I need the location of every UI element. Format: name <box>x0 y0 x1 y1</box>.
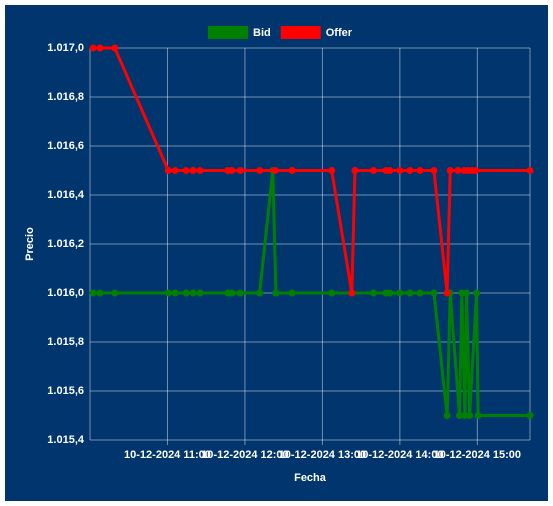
point <box>473 289 481 297</box>
point <box>256 167 264 174</box>
point <box>171 167 179 174</box>
point <box>189 167 197 174</box>
point <box>96 44 104 52</box>
point <box>89 289 97 297</box>
point <box>196 167 204 174</box>
y-tick-label: 1.016,0 <box>47 287 84 299</box>
x-tick-label: 10-12-2024 14:00 <box>356 449 443 461</box>
y-tick-label: 1.015,6 <box>47 385 84 397</box>
x-tick-label: 10-12-2024 13:00 <box>279 449 366 461</box>
point <box>386 289 394 297</box>
y-tick-label: 1.016,8 <box>47 91 84 103</box>
point <box>164 289 172 297</box>
point <box>462 289 470 297</box>
point <box>396 289 404 297</box>
point <box>370 289 378 297</box>
point <box>351 167 359 174</box>
point <box>328 167 336 174</box>
point <box>416 167 424 174</box>
point <box>474 412 482 419</box>
y-tick-label: 1.016,6 <box>47 140 84 152</box>
panel <box>5 5 548 501</box>
point <box>456 412 464 419</box>
point <box>466 412 474 419</box>
point <box>272 289 280 297</box>
point <box>171 289 179 297</box>
point <box>236 167 244 174</box>
point <box>348 289 356 297</box>
point <box>526 167 534 174</box>
legend-label: Offer <box>326 27 353 39</box>
point <box>256 289 264 297</box>
point <box>430 167 438 174</box>
point <box>189 289 197 297</box>
y-tick-label: 1.016,2 <box>47 238 84 250</box>
point <box>472 167 480 174</box>
y-tick-label: 1.015,8 <box>47 336 84 348</box>
point <box>164 167 172 174</box>
point <box>386 167 394 174</box>
point <box>196 289 204 297</box>
point <box>228 289 236 297</box>
point <box>236 289 244 297</box>
point <box>182 167 190 174</box>
point <box>96 289 104 297</box>
x-tick-label: 10-12-2024 15:00 <box>434 449 521 461</box>
point <box>111 289 119 297</box>
point <box>228 167 236 174</box>
point <box>526 412 534 419</box>
y-axis-title: Precio <box>24 227 36 261</box>
point <box>288 289 296 297</box>
point <box>396 167 404 174</box>
point <box>111 44 119 52</box>
x-tick-label: 10-12-2024 12:00 <box>201 449 288 461</box>
point <box>271 167 279 174</box>
point <box>288 167 296 174</box>
x-axis-title: Fecha <box>294 472 327 484</box>
point <box>328 289 336 297</box>
point <box>446 167 454 174</box>
legend-swatch <box>208 26 248 39</box>
point <box>182 289 190 297</box>
point <box>416 289 424 297</box>
legend-label: Bid <box>253 27 271 39</box>
point <box>443 412 451 419</box>
point <box>443 289 451 297</box>
legend-swatch <box>280 26 321 39</box>
y-tick-label: 1.017,0 <box>47 42 84 54</box>
y-tick-label: 1.015,4 <box>47 434 85 446</box>
point <box>454 167 462 174</box>
x-tick-label: 10-12-2024 11:00 <box>124 449 211 461</box>
y-tick-label: 1.016,4 <box>47 189 85 201</box>
point <box>406 289 414 297</box>
point <box>89 44 97 52</box>
point <box>430 289 438 297</box>
point <box>370 167 378 174</box>
point <box>406 167 414 174</box>
